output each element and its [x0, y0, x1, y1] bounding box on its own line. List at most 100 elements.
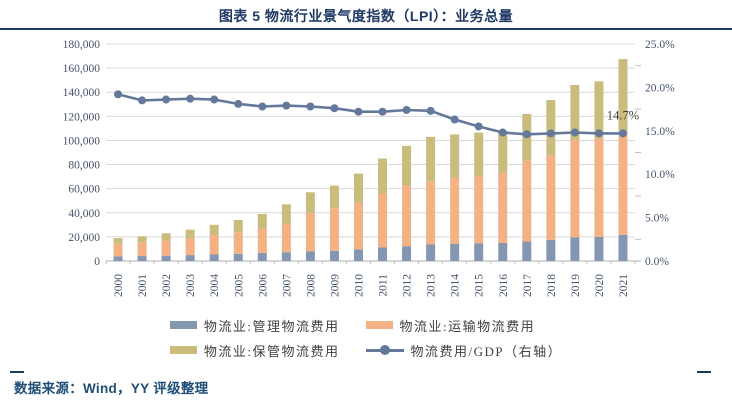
bar-segment [570, 139, 580, 238]
ratio-line-marker [186, 94, 195, 103]
legend-item: 物流业:保管物流费用 [169, 342, 340, 359]
ratio-line-marker [282, 101, 291, 110]
ratio-line-marker [594, 129, 603, 138]
bar-segment [305, 192, 315, 213]
bar-segment [353, 249, 363, 261]
bar-segment [402, 145, 412, 186]
ratio-line-marker [618, 129, 627, 138]
bar-segment [113, 243, 123, 257]
bar-segment [474, 243, 484, 261]
x-axis-label: 2018 [546, 274, 558, 297]
ratio-line-marker [522, 130, 531, 139]
bar-segment [378, 193, 388, 248]
legend-item: 物流业:管理物流费用 [169, 317, 340, 334]
left-axis-label: 100,000 [63, 135, 101, 147]
bar-segment [281, 252, 291, 261]
bar-segment [161, 233, 171, 241]
bar-segment [474, 176, 484, 244]
bar-segment [378, 247, 388, 261]
x-axis-label: 2004 [209, 274, 221, 297]
left-axis-label: 0 [94, 256, 100, 268]
x-axis-label: 2008 [305, 274, 317, 297]
left-axis-label: 20,000 [68, 232, 100, 244]
footer-divider-right [697, 371, 711, 373]
bar-segment [426, 136, 436, 182]
bar-segment [498, 130, 508, 173]
x-axis-label: 2007 [281, 274, 293, 297]
chart-legend: 物流业:管理物流费用 物流业:运输物流费用 物流业:保管物流费用 物流费用/GDP（右… [0, 317, 732, 359]
bar-segment [378, 158, 388, 194]
ratio-line-marker [570, 128, 579, 137]
bar-segment [522, 160, 532, 242]
bar-segment [185, 255, 195, 261]
bar-segment [522, 241, 532, 261]
ratio-line-marker [426, 106, 435, 115]
bar-segment [546, 100, 556, 156]
bar-segment [594, 81, 604, 139]
bar-segment [618, 132, 628, 235]
bar-segment [498, 242, 508, 261]
data-source-note: 数据来源：Wind，YY 评级整理 [14, 381, 209, 396]
legend-swatch [365, 321, 393, 329]
ratio-line-marker [450, 115, 459, 124]
left-axis-label: 140,000 [63, 87, 101, 99]
legend-line-marker-swatch [365, 345, 404, 355]
ratio-line-marker [306, 102, 315, 111]
bar-segment [137, 236, 147, 243]
left-axis-label: 80,000 [68, 160, 100, 172]
legend-label: 物流业:管理物流费用 [203, 318, 340, 334]
bar-segment [618, 234, 628, 261]
bar-segment [113, 238, 123, 244]
ratio-line-marker [138, 96, 147, 105]
x-axis-label: 2005 [233, 274, 245, 297]
right-axis-label: 20.0% [645, 82, 675, 94]
bar-segment [570, 84, 580, 140]
footer-divider-left [10, 371, 24, 373]
x-axis-label: 2014 [450, 274, 462, 297]
ratio-line-marker [234, 99, 243, 108]
bar-segment [426, 181, 436, 245]
x-axis-label: 2006 [257, 274, 269, 297]
bar-segment [305, 212, 315, 252]
bar-segment [185, 238, 195, 256]
chart-area: 0 20,000 40,000 60,000 80,000 100,000 120,000 1… [0, 30, 732, 315]
bar-segment [233, 220, 243, 233]
ratio-line-marker [354, 107, 363, 116]
data-label: 14.7% [607, 108, 639, 122]
ratio-line-marker [330, 104, 339, 113]
bar-segment [546, 155, 556, 240]
x-axis-label: 2017 [522, 274, 534, 297]
x-axis-label: 2002 [161, 274, 173, 297]
left-axis-label: 60,000 [68, 184, 100, 196]
bar-segment [329, 208, 339, 251]
left-axis-label: 160,000 [63, 63, 101, 75]
x-axis-label: 2012 [402, 274, 414, 297]
legend-item: 物流业:运输物流费用 [365, 317, 563, 334]
bar-segment [233, 232, 243, 254]
x-axis-label: 2021 [618, 274, 630, 297]
right-axis-label: 25.0% [645, 39, 675, 51]
bar-segment [257, 228, 267, 253]
bar-segment [281, 204, 291, 224]
legend-swatch [169, 346, 197, 354]
bar-segment [233, 253, 243, 261]
bar-segment [402, 185, 412, 247]
ratio-line-marker [474, 122, 483, 131]
bar-segment [161, 255, 171, 261]
bar-segment [450, 178, 460, 244]
bar-segment [209, 235, 219, 255]
title-divider [0, 28, 732, 30]
ratio-line-marker [402, 105, 411, 114]
left-axis-label: 120,000 [63, 111, 101, 123]
bar-segment [450, 134, 460, 179]
bar-segment [450, 243, 460, 261]
bar-segment [426, 244, 436, 261]
bar-segment [257, 213, 267, 229]
bar-segment [594, 138, 604, 237]
bar-segment [137, 256, 147, 261]
x-axis-label: 2011 [378, 274, 390, 297]
legend-label: 物流业:运输物流费用 [399, 318, 536, 334]
x-axis-label: 2013 [426, 274, 438, 297]
bar-segment [402, 246, 412, 261]
right-axis-label: 5.0% [645, 213, 669, 225]
